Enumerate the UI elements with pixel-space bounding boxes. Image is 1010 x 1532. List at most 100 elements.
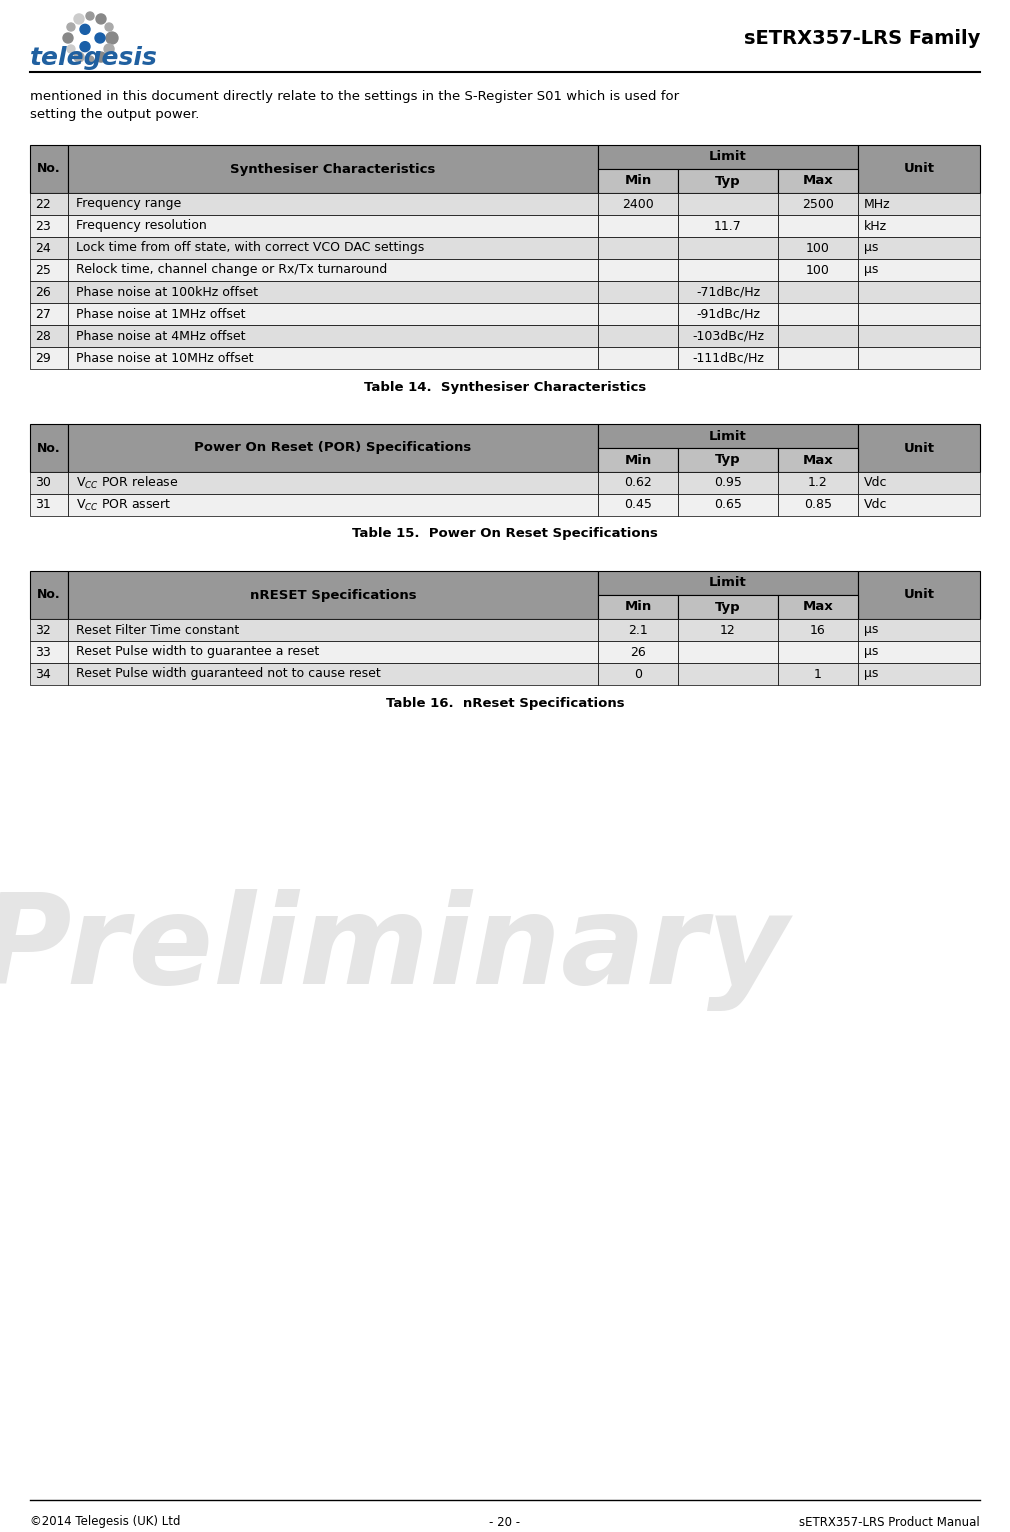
Text: Typ: Typ bbox=[715, 601, 740, 613]
Bar bbox=[778, 493, 858, 516]
Text: Synthesiser Characteristics: Synthesiser Characteristics bbox=[230, 162, 435, 176]
Bar bbox=[778, 237, 858, 259]
Bar bbox=[30, 259, 68, 280]
Text: kHz: kHz bbox=[864, 219, 887, 233]
Text: 34: 34 bbox=[35, 668, 50, 680]
Text: 0.95: 0.95 bbox=[714, 476, 742, 490]
Text: Max: Max bbox=[803, 453, 833, 467]
Bar bbox=[598, 146, 858, 169]
Bar bbox=[598, 325, 678, 348]
Text: 0: 0 bbox=[634, 668, 642, 680]
Text: MHz: MHz bbox=[864, 198, 891, 210]
Bar bbox=[598, 280, 678, 303]
Bar bbox=[598, 594, 678, 619]
Text: 23: 23 bbox=[35, 219, 50, 233]
Bar bbox=[678, 348, 778, 369]
Circle shape bbox=[67, 23, 75, 31]
Text: 0.65: 0.65 bbox=[714, 498, 742, 512]
Bar bbox=[30, 472, 68, 493]
Bar bbox=[30, 146, 68, 193]
Text: 0.62: 0.62 bbox=[624, 476, 651, 490]
Text: Limit: Limit bbox=[709, 150, 746, 164]
Circle shape bbox=[74, 14, 84, 25]
Bar bbox=[598, 303, 678, 325]
Bar bbox=[68, 325, 598, 348]
Text: -111dBc/Hz: -111dBc/Hz bbox=[692, 351, 764, 365]
Bar bbox=[678, 237, 778, 259]
Bar bbox=[778, 169, 858, 193]
Text: 2500: 2500 bbox=[802, 198, 834, 210]
Bar bbox=[598, 619, 678, 640]
Bar bbox=[858, 237, 980, 259]
Bar bbox=[68, 663, 598, 685]
Bar bbox=[68, 619, 598, 640]
Bar bbox=[68, 193, 598, 214]
Bar bbox=[778, 640, 858, 663]
Bar bbox=[68, 472, 598, 493]
Text: 33: 33 bbox=[35, 645, 50, 659]
Text: Lock time from off state, with correct VCO DAC settings: Lock time from off state, with correct V… bbox=[76, 242, 424, 254]
Text: V$_{CC}$ POR assert: V$_{CC}$ POR assert bbox=[76, 498, 172, 513]
Text: Unit: Unit bbox=[904, 441, 934, 455]
Bar bbox=[858, 571, 980, 619]
Text: Relock time, channel change or Rx/Tx turnaround: Relock time, channel change or Rx/Tx tur… bbox=[76, 264, 387, 276]
Bar bbox=[598, 214, 678, 237]
Text: Vdc: Vdc bbox=[864, 498, 888, 512]
Text: Min: Min bbox=[624, 453, 651, 467]
Text: Phase noise at 100kHz offset: Phase noise at 100kHz offset bbox=[76, 285, 258, 299]
Bar bbox=[858, 193, 980, 214]
Text: mentioned in this document directly relate to the settings in the S-Register S01: mentioned in this document directly rela… bbox=[30, 90, 679, 103]
Text: V$_{CC}$ POR release: V$_{CC}$ POR release bbox=[76, 475, 179, 492]
Text: 16: 16 bbox=[810, 624, 826, 636]
Circle shape bbox=[96, 14, 106, 25]
Bar bbox=[778, 348, 858, 369]
Text: 31: 31 bbox=[35, 498, 50, 512]
Bar bbox=[678, 619, 778, 640]
Text: setting the output power.: setting the output power. bbox=[30, 107, 199, 121]
Bar bbox=[858, 259, 980, 280]
Bar bbox=[858, 303, 980, 325]
Bar bbox=[68, 280, 598, 303]
Bar bbox=[858, 663, 980, 685]
Text: 32: 32 bbox=[35, 624, 50, 636]
Circle shape bbox=[86, 12, 94, 20]
Bar bbox=[778, 472, 858, 493]
Text: 2.1: 2.1 bbox=[628, 624, 647, 636]
Text: Reset Filter Time constant: Reset Filter Time constant bbox=[76, 624, 239, 636]
Text: nRESET Specifications: nRESET Specifications bbox=[249, 588, 416, 602]
Bar bbox=[858, 214, 980, 237]
Bar bbox=[778, 259, 858, 280]
Text: No.: No. bbox=[37, 441, 61, 455]
Bar bbox=[678, 594, 778, 619]
Bar bbox=[598, 259, 678, 280]
Bar bbox=[68, 214, 598, 237]
Bar bbox=[30, 193, 68, 214]
Bar bbox=[30, 325, 68, 348]
Text: - 20 -: - 20 - bbox=[490, 1515, 520, 1529]
Text: Table 15.  Power On Reset Specifications: Table 15. Power On Reset Specifications bbox=[352, 527, 658, 541]
Circle shape bbox=[105, 23, 113, 31]
Text: Frequency resolution: Frequency resolution bbox=[76, 219, 207, 233]
Text: Power On Reset (POR) Specifications: Power On Reset (POR) Specifications bbox=[194, 441, 472, 455]
Bar bbox=[678, 169, 778, 193]
Text: Phase noise at 4MHz offset: Phase noise at 4MHz offset bbox=[76, 329, 245, 343]
Circle shape bbox=[86, 57, 94, 64]
Text: Table 16.  nReset Specifications: Table 16. nReset Specifications bbox=[386, 697, 624, 709]
Bar bbox=[858, 348, 980, 369]
Bar bbox=[778, 594, 858, 619]
Bar bbox=[778, 447, 858, 472]
Text: 22: 22 bbox=[35, 198, 50, 210]
Bar bbox=[858, 493, 980, 516]
Text: -71dBc/Hz: -71dBc/Hz bbox=[696, 285, 761, 299]
Bar bbox=[778, 193, 858, 214]
Bar bbox=[68, 348, 598, 369]
Text: 26: 26 bbox=[630, 645, 645, 659]
Circle shape bbox=[80, 25, 90, 34]
Text: Min: Min bbox=[624, 601, 651, 613]
Bar bbox=[778, 663, 858, 685]
Text: 26: 26 bbox=[35, 285, 50, 299]
Bar bbox=[858, 424, 980, 472]
Text: 1: 1 bbox=[814, 668, 822, 680]
Bar bbox=[30, 424, 68, 472]
Bar bbox=[678, 472, 778, 493]
